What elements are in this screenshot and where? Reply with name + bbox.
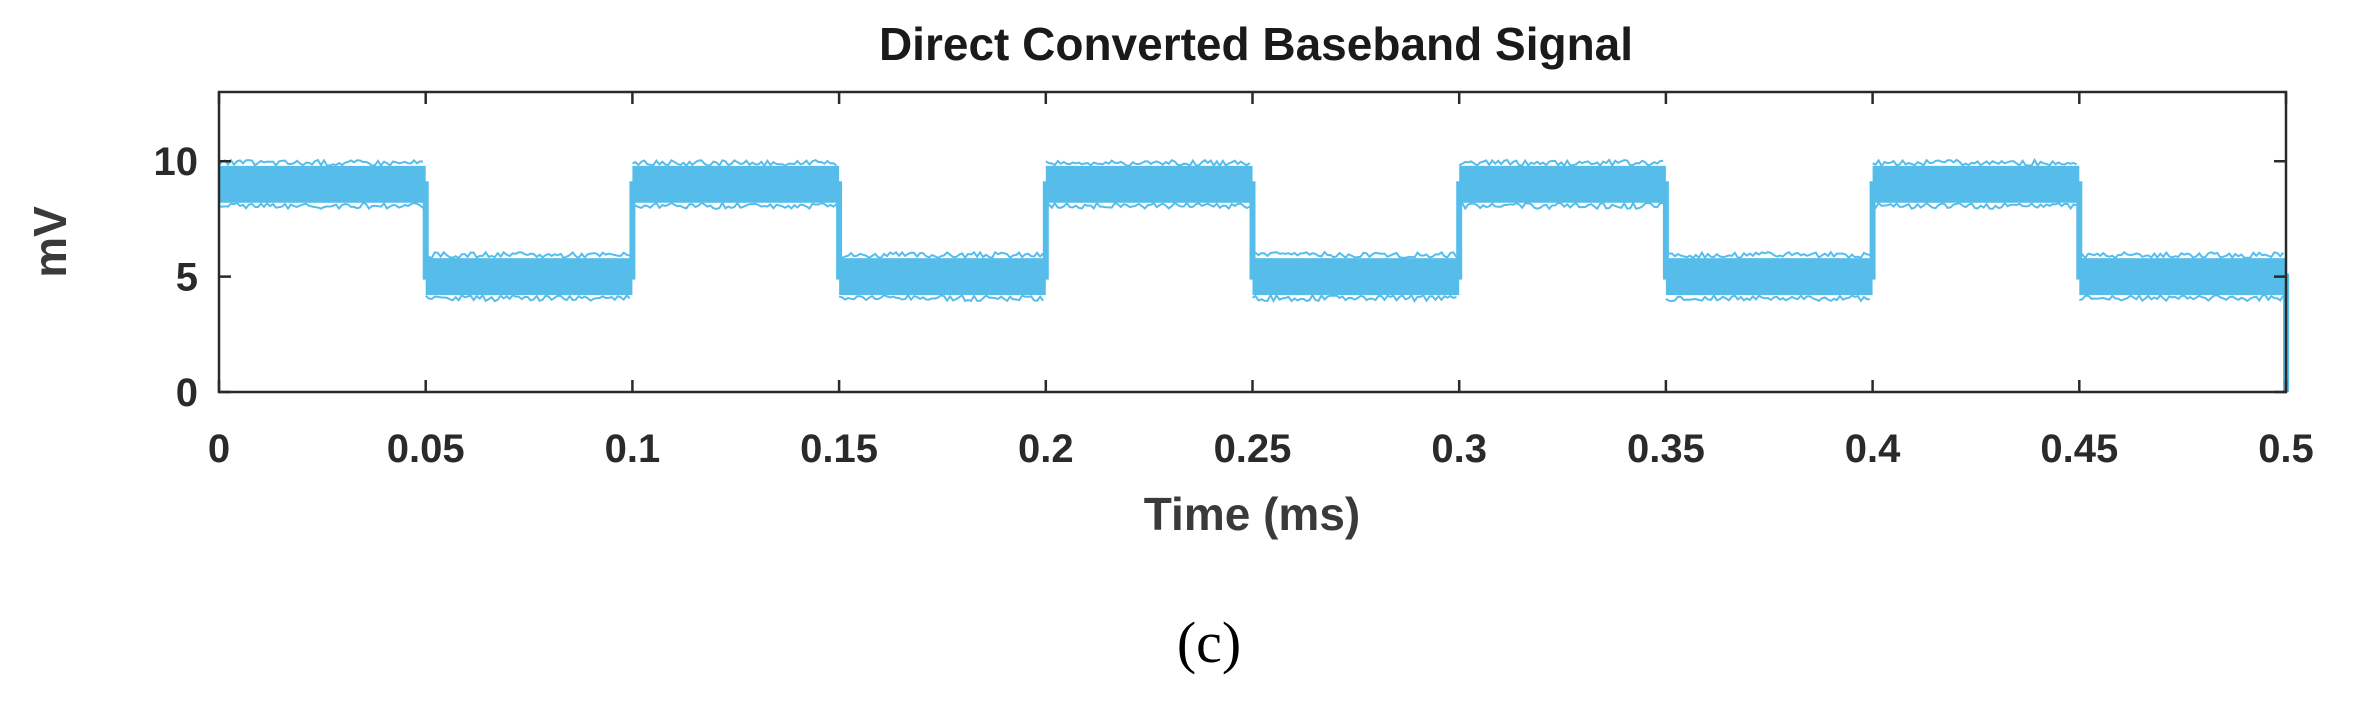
x-tick-label: 0.15 [800,427,878,471]
signal-noise-edge [218,201,424,211]
signal-noise-edge [838,293,1044,303]
x-axis-label: Time (ms) [1144,488,1360,540]
signal-noise-edge [1045,201,1251,211]
x-axis: 0 0.05 0.1 0.15 0.2 0.25 0.3 0.35 0.4 0.45 0.5 [208,92,2314,471]
y-axis: 0 5 10 [154,140,2286,415]
signal-noise-edge [1871,201,2077,211]
signal-noise-edge [839,250,1044,260]
signal-noise-edge [631,158,837,168]
signal-noise-edge [1251,292,1457,304]
signal-noise-edge [2079,293,2285,303]
x-tick-label: 0.25 [1214,427,1292,471]
x-tick-label: 0.4 [1845,427,1901,471]
signal-noise-edge [218,158,424,168]
x-tick-label: 0.3 [1431,427,1487,471]
x-tick-label: 0.45 [2040,427,2118,471]
signal-noise-edge [425,293,631,303]
y-tick-label: 5 [176,256,198,300]
signal-line [219,181,2289,392]
x-tick-label: 0.5 [2258,427,2314,471]
y-tick-label: 10 [154,140,199,184]
panel-label: (c) [1177,610,1241,675]
signal-noise-edge [1458,158,1664,168]
y-tick-label: 0 [176,371,198,415]
signal-noise-edge [1459,200,1664,211]
signal-noise-edge [1665,293,1870,303]
chart-title: Direct Converted Baseband Signal [879,18,1633,70]
x-tick-label: 0.05 [387,427,465,471]
signal-noise-edge [1665,250,1871,260]
x-tick-label: 0 [208,427,230,471]
y-axis-label: mV [24,206,76,278]
x-tick-label: 0.2 [1018,427,1074,471]
signal-noise-edge [2078,250,2285,260]
x-tick-label: 0.35 [1627,427,1705,471]
signal-noise-edge [1872,157,2078,168]
signal-noise-edge [632,200,838,210]
signal-noise-edge [1251,250,1458,260]
signal-noise-edge [1045,158,1251,168]
signal-noise-edge [424,250,631,260]
x-tick-label: 0.1 [605,427,661,471]
signal-layer [218,157,2289,392]
